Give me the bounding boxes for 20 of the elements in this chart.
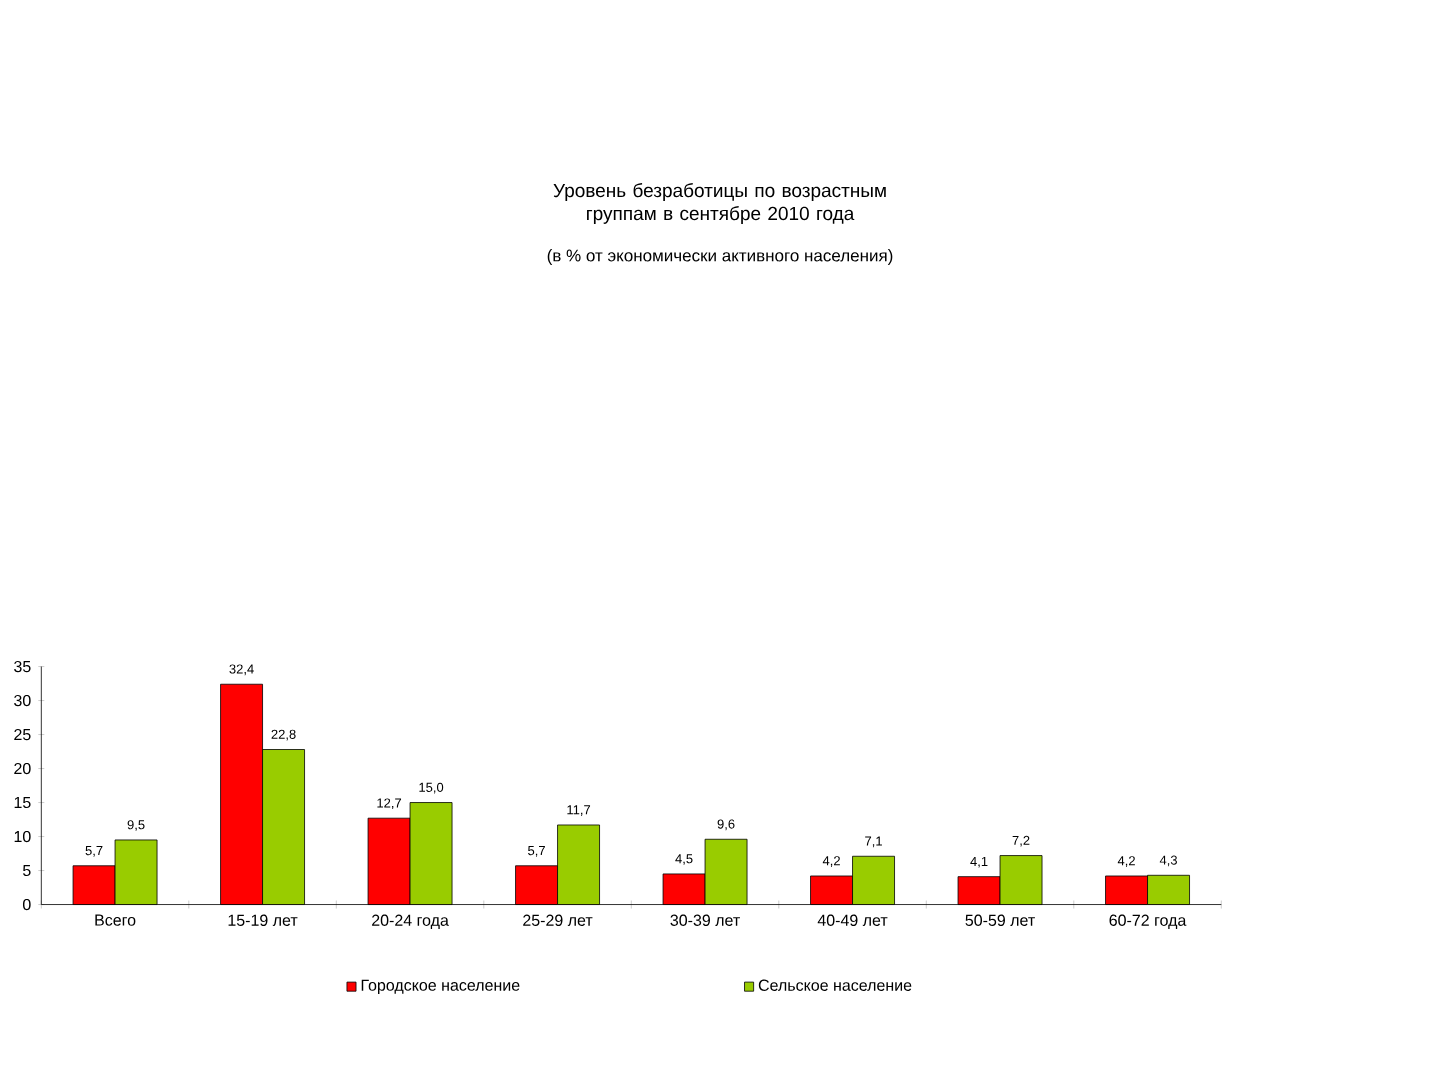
x-tick-label: 20-24 года xyxy=(372,914,449,929)
x-tick-label: 25-29 лет xyxy=(523,914,593,926)
x-tick-label: 15-19 лет xyxy=(228,914,298,926)
legend-label: Городское население xyxy=(361,979,520,994)
y-tick-label: 20 xyxy=(14,762,31,775)
x-tick-label: 40-49 лет xyxy=(817,914,888,926)
y-tick-label: 35 xyxy=(14,660,31,673)
y-tick-label: 5 xyxy=(22,864,31,877)
y-tick-label: 30 xyxy=(14,694,31,707)
x-tick-label: 60-72 года xyxy=(1109,914,1187,929)
y-tick-label: 15 xyxy=(14,796,31,809)
x-tick-label: Всего xyxy=(95,914,136,926)
x-tick-label: 50-59 лет xyxy=(965,914,1035,926)
legend-label: Сельское население xyxy=(758,979,912,991)
y-tick-label: 0 xyxy=(22,898,31,911)
y-tick-label: 25 xyxy=(14,728,31,741)
x-tick-label: 30-39 лет xyxy=(670,914,740,926)
chart-subtitle: (в % от экономически активного населения) xyxy=(547,249,893,265)
chart-title: Уровень безработицы по возрастным группам в сентябре 2010 года xyxy=(553,183,886,224)
y-tick-label: 10 xyxy=(14,830,31,843)
